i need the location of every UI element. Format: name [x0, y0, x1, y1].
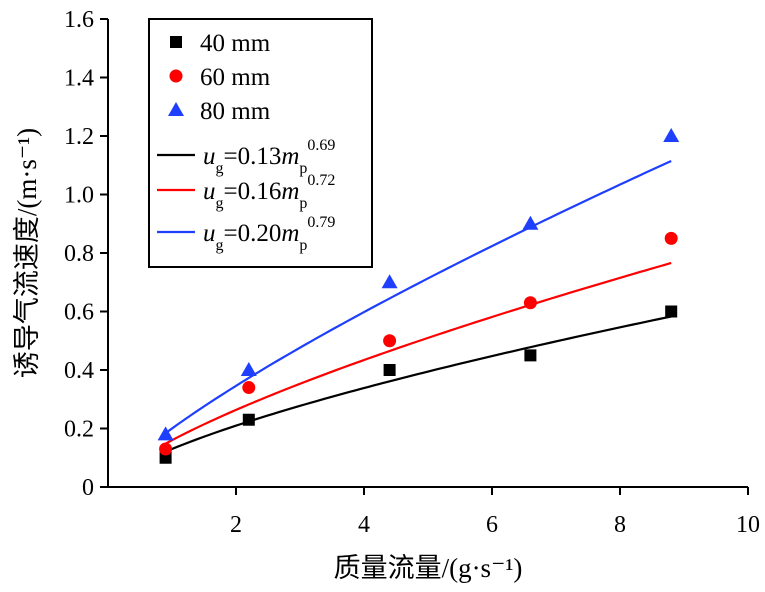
legend-equation: ug=0.20mp0.79	[203, 214, 335, 254]
x-tick-label: 6	[486, 512, 498, 538]
y-tick-label: 0	[82, 475, 94, 501]
legend-label: 80 mm	[200, 98, 271, 125]
x-tick-label: 4	[358, 512, 370, 538]
y-axis-title: 诱导气流速度/(m·s⁻¹)	[12, 128, 42, 378]
x-tick-label: 2	[230, 512, 242, 538]
x-tick-label: 8	[614, 512, 626, 538]
data-point	[242, 381, 256, 395]
data-point	[242, 413, 255, 426]
y-tick-label: 0.2	[64, 417, 94, 443]
data-point	[383, 334, 397, 348]
fit-curve	[165, 261, 672, 445]
axes: 0 0.2 0.4 0.6 0.8 1.0 1.2 1.4 1.6 2 4 6 8 10 质量流量/(g·s…	[12, 7, 760, 583]
y-tick-label: 1.0	[64, 183, 94, 209]
legend-label: 40 mm	[200, 30, 271, 57]
data-point	[663, 128, 680, 142]
data-point	[381, 274, 398, 289]
legend-label: 60 mm	[200, 64, 271, 91]
data-point	[157, 426, 174, 441]
data-point	[664, 231, 678, 245]
legend: 40 mm 60 mm 80 mm ug=0.13mp0.69ug=0.16mp0.7…	[148, 18, 373, 268]
y-tick-label: 0.6	[64, 300, 94, 326]
data-point	[524, 349, 537, 362]
data-point	[240, 362, 257, 376]
y-tick-label: 1.6	[64, 7, 94, 33]
legend-marker	[169, 69, 183, 83]
data-markers	[157, 128, 680, 464]
data-point	[159, 442, 173, 456]
data-point	[523, 296, 537, 310]
x-axis-title: 质量流量/(g·s⁻¹)	[334, 553, 523, 583]
legend-marker	[170, 36, 182, 48]
fit-curve	[165, 315, 672, 453]
legend-box	[148, 18, 373, 268]
x-tick-label: 10	[736, 512, 760, 538]
fit-curve	[164, 159, 672, 435]
data-point	[383, 364, 396, 376]
legend-equation: ug=0.13mp0.69	[203, 137, 335, 177]
y-tick-label: 1.4	[64, 66, 94, 92]
legend-equation: ug=0.16mp0.72	[203, 172, 335, 212]
data-point	[665, 305, 678, 318]
data-point	[159, 451, 172, 464]
legend-marker	[168, 102, 184, 116]
y-tick-label: 1.2	[64, 124, 94, 150]
data-point	[522, 215, 539, 230]
y-tick-label: 0.4	[64, 358, 94, 384]
y-tick-label: 0.8	[64, 241, 94, 267]
